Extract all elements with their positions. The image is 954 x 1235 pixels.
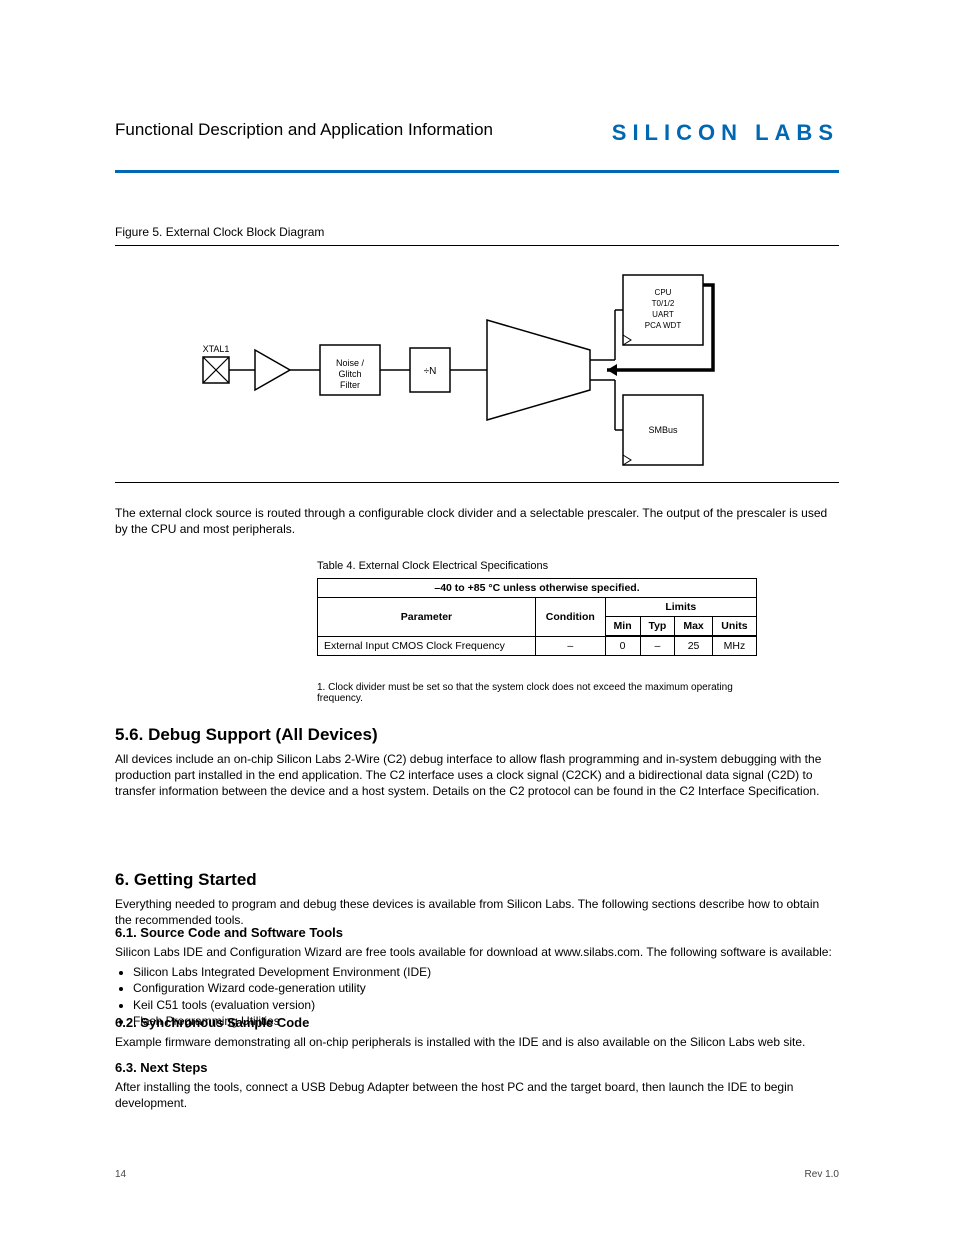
- section-sample-code: 6.2. Synchronous Sample Code Example fir…: [115, 1015, 839, 1054]
- figure-title: Figure 5. External Clock Block Diagram: [115, 225, 324, 239]
- header-rule: [115, 170, 839, 173]
- svg-text:Filter: Filter: [340, 380, 360, 390]
- svg-text:UART: UART: [652, 310, 674, 319]
- svg-text:Glitch: Glitch: [338, 369, 361, 379]
- p-sync: Example firmware demonstrating all on-ch…: [115, 1034, 839, 1050]
- pin-label: XTAL1: [203, 344, 230, 354]
- page-number: 14: [115, 1169, 126, 1180]
- brand-text: SILICON LABS: [612, 120, 839, 145]
- section-debug: 5.6. Debug Support (All Devices) All dev…: [115, 725, 839, 804]
- list-item: Keil C51 tools (evaluation version): [133, 997, 839, 1013]
- h-src: 6.1. Source Code and Software Tools: [115, 925, 839, 940]
- table-note: 1. Clock divider must be set so that the…: [317, 682, 757, 704]
- p-ns: After installing the tools, connect a US…: [115, 1079, 839, 1111]
- block-diagram: XTAL1 Noise / Glitch Filter ÷N: [115, 250, 839, 475]
- p-debug: All devices include an on-chip Silicon L…: [115, 751, 839, 800]
- col-typ: Typ: [640, 617, 675, 637]
- p-gs: Everything needed to program and debug t…: [115, 896, 839, 928]
- table-caption: Table 4. External Clock Electrical Speci…: [317, 560, 757, 572]
- list-item: Configuration Wizard code-generation uti…: [133, 980, 839, 996]
- h-ns: 6.3. Next Steps: [115, 1060, 839, 1075]
- h-sync: 6.2. Synchronous Sample Code: [115, 1015, 839, 1030]
- header-section: Functional Description and Application I…: [115, 120, 493, 140]
- table-conditions: –40 to +85 °C unless otherwise specified…: [318, 579, 757, 598]
- spec-table: –40 to +85 °C unless otherwise specified…: [317, 578, 757, 656]
- svg-text:Noise /: Noise /: [336, 358, 365, 368]
- divider-label: ÷N: [424, 366, 437, 377]
- svg-text:T0/1/2: T0/1/2: [652, 299, 675, 308]
- brand-logo: SILICON LABS: [612, 120, 839, 144]
- section-software: 6.1. Source Code and Software Tools Sili…: [115, 925, 839, 1029]
- figure-rule-bottom: [115, 482, 839, 483]
- list-item: Silicon Labs Integrated Development Envi…: [133, 964, 839, 980]
- col-cond: Condition: [535, 598, 605, 637]
- col-limits: Limits: [605, 598, 756, 617]
- footer: 14 Rev 1.0: [115, 1169, 839, 1180]
- col-min: Min: [605, 617, 640, 637]
- h-debug: 5.6. Debug Support (All Devices): [115, 725, 839, 745]
- col-max: Max: [675, 617, 713, 637]
- doc-rev: Rev 1.0: [805, 1169, 839, 1180]
- col-units: Units: [712, 617, 756, 637]
- table-row: External Input CMOS Clock Frequency – 0 …: [318, 636, 757, 656]
- section-next-steps: 6.3. Next Steps After installing the too…: [115, 1060, 839, 1115]
- figure-para: The external clock source is routed thro…: [115, 505, 839, 537]
- smbus-label: SMBus: [648, 425, 678, 435]
- figure-rule-top: [115, 245, 839, 246]
- h-gs: 6. Getting Started: [115, 870, 839, 890]
- svg-text:PCA WDT: PCA WDT: [645, 321, 682, 330]
- svg-text:CPU: CPU: [655, 288, 672, 297]
- col-param: Parameter: [318, 598, 536, 637]
- section-getting-started: 6. Getting Started Everything needed to …: [115, 870, 839, 932]
- p-src: Silicon Labs IDE and Configuration Wizar…: [115, 944, 839, 960]
